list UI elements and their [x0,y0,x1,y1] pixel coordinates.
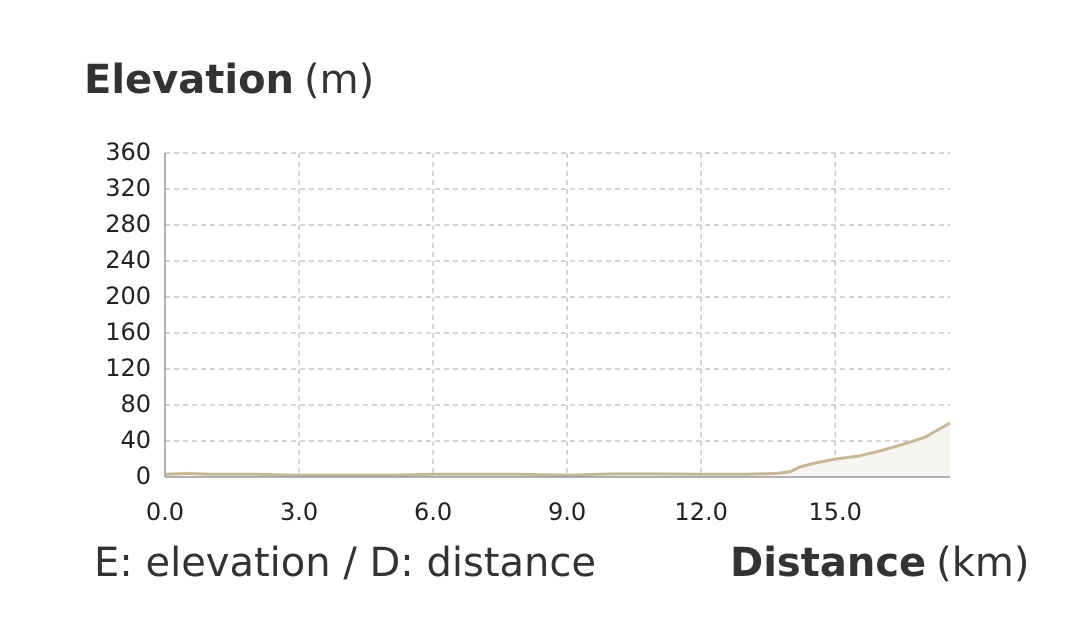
x-axis-unit: (km) [936,540,1029,586]
y-tick-label: 80 [120,390,151,418]
y-axis-label: Elevation [84,57,294,103]
x-tick-label: 15.0 [808,498,861,526]
y-tick-label: 280 [105,210,151,238]
x-axis-label: Distance [730,540,926,586]
x-tick-label: 0.0 [146,498,184,526]
y-axis-unit: (m) [304,57,374,103]
grid [165,152,950,477]
y-tick-label: 360 [105,138,151,166]
y-tick-label: 40 [120,426,151,454]
y-tick-label: 240 [105,246,151,274]
x-tick-label: 12.0 [674,498,727,526]
line [164,421,951,477]
y-tick-label: 120 [105,354,151,382]
y-tick-label: 0 [136,462,151,490]
x-tick-label: 6.0 [414,498,452,526]
note: E: elevation / D: distance [94,540,596,586]
x-tick-label: 3.0 [280,498,318,526]
y-tick-label: 200 [105,282,151,310]
x-tick-label: 9.0 [548,498,586,526]
y-tick-label: 320 [105,174,151,202]
y-tick-label: 160 [105,318,151,346]
area [165,423,950,477]
